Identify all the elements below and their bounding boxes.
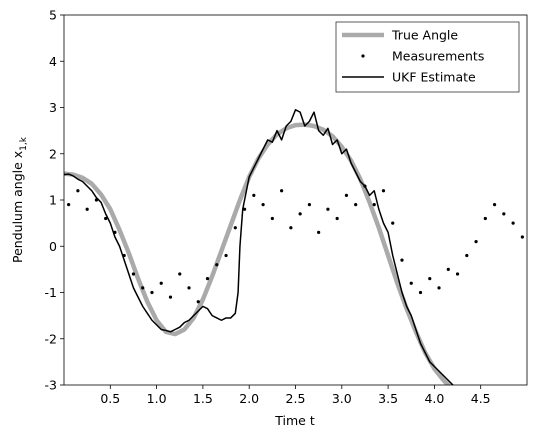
series-line — [64, 122, 452, 385]
legend-marker — [361, 54, 365, 58]
x-tick-label: 4.5 — [471, 391, 491, 406]
y-tick-label: 1 — [49, 193, 57, 208]
measurement-point — [455, 272, 460, 276]
measurement-point — [141, 286, 145, 290]
measurement-point — [187, 286, 191, 290]
measurement-point — [465, 253, 469, 258]
measurement-point — [492, 203, 497, 207]
measurement-point — [326, 207, 330, 211]
x-tick-label: 0.5 — [100, 391, 120, 406]
measurement-point — [280, 189, 284, 193]
x-tick-label: 3.0 — [332, 391, 352, 406]
measurement-point — [298, 212, 302, 216]
legend-label: UKF Estimate — [392, 70, 476, 85]
measurement-point — [335, 216, 339, 221]
measurement-point — [252, 193, 256, 197]
measurement-point — [317, 230, 321, 234]
x-axis-label: Time t — [274, 413, 315, 428]
measurement-point — [372, 203, 376, 207]
y-tick-label: 2 — [49, 146, 57, 161]
measurement-point — [437, 286, 441, 290]
measurement-point — [242, 207, 247, 211]
measurement-point — [428, 277, 432, 281]
x-tick-label: 3.5 — [378, 391, 398, 406]
measurement-point — [150, 290, 154, 295]
y-axis-label-main: Pendulum angle x — [10, 151, 25, 263]
plot-area — [64, 109, 524, 385]
measurement-point — [418, 290, 423, 295]
y-tick-label: -1 — [45, 285, 57, 300]
measurement-point — [178, 272, 182, 276]
measurement-point — [344, 193, 349, 197]
measurement-point — [307, 203, 311, 207]
measurement-point — [67, 203, 71, 207]
axes-frame — [63, 14, 528, 386]
x-tick-label: 4.0 — [424, 391, 444, 406]
measurement-point — [215, 263, 219, 267]
measurement-point — [409, 281, 413, 285]
y-axis-label: Pendulum angle x1,k — [10, 136, 29, 263]
measurement-point — [446, 267, 450, 271]
measurement-point — [233, 226, 237, 230]
legend-label: Measurements — [392, 49, 484, 64]
y-axis-label-sub: 1,k — [19, 136, 29, 151]
measurement-point — [354, 203, 358, 207]
measurement-point — [261, 203, 265, 207]
measurement-point — [224, 253, 228, 258]
measurement-point — [196, 300, 200, 304]
measurement-point — [391, 221, 395, 225]
y-tick-label: 5 — [49, 8, 57, 23]
measurement-point — [85, 207, 89, 211]
measurement-point — [400, 258, 404, 262]
y-tick-label: 3 — [49, 100, 57, 115]
measurement-point — [168, 295, 173, 299]
measurement-point — [104, 216, 108, 221]
measurement-point — [159, 281, 163, 285]
x-tick-label: 1.5 — [193, 391, 213, 406]
y-tick-label: 0 — [49, 239, 57, 254]
measurement-point — [270, 216, 274, 221]
x-tick-label: 1.0 — [147, 391, 167, 406]
legend-label: True Angle — [391, 28, 458, 43]
measurement-point — [520, 235, 524, 239]
series-line — [64, 109, 455, 385]
y-tick-label: -2 — [45, 331, 57, 346]
measurement-point — [381, 189, 386, 193]
measurement-point — [76, 189, 80, 193]
y-tick-label: 4 — [49, 54, 57, 69]
measurement-point — [474, 240, 478, 244]
x-tick-label: 2.0 — [239, 391, 259, 406]
measurement-point — [502, 212, 506, 216]
measurement-point — [483, 216, 487, 221]
x-tick-label: 2.5 — [286, 391, 306, 406]
measurement-point — [289, 226, 293, 230]
measurement-point — [511, 221, 515, 225]
measurement-point — [205, 277, 210, 281]
y-tick-label: -3 — [45, 378, 57, 393]
measurement-point — [131, 272, 136, 276]
